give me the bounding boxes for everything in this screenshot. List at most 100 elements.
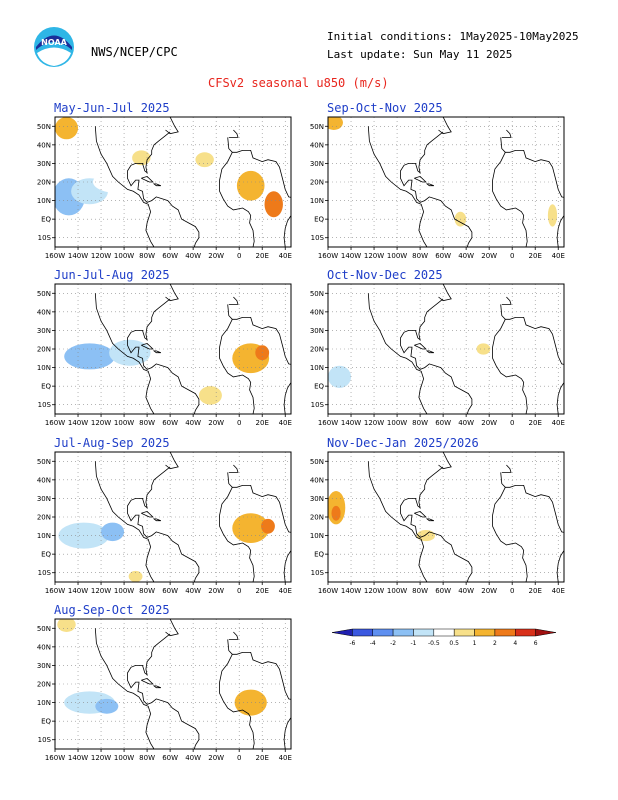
- panel-title-2: Jun-Jul-Aug 2025: [54, 268, 170, 282]
- noaa-logo-icon: NOAA: [34, 27, 74, 67]
- y-tick-label: 10S: [38, 736, 52, 744]
- colorbar-swatch: [494, 628, 516, 637]
- y-tick-label: 20N: [310, 179, 324, 187]
- x-tick-label: 40E: [552, 252, 565, 260]
- map-panel-4: 160W 140W 120W 100W 80W 60W 40W 20W 0 20E 40E 50N 40…: [37, 451, 292, 595]
- anomaly-area: [234, 689, 267, 716]
- y-tick-label: EQ: [314, 216, 324, 224]
- colorbar-label: 1: [473, 640, 477, 647]
- y-tick-label: 10S: [311, 569, 325, 577]
- x-tick-label: 0: [237, 419, 241, 427]
- anomaly-area: [147, 354, 171, 374]
- colorbar-label: -1: [410, 640, 416, 647]
- anomaly-area: [101, 522, 125, 542]
- x-tick-label: 0: [510, 587, 514, 595]
- anomaly-area: [261, 518, 275, 534]
- panel-title-1: Sep-Oct-Nov 2025: [327, 101, 443, 115]
- y-tick-label: 10N: [37, 699, 51, 707]
- x-tick-label: 80W: [139, 587, 155, 595]
- coastline: [438, 452, 452, 470]
- panel-title-4: Jul-Aug-Sep 2025: [54, 436, 170, 450]
- coastline: [414, 342, 427, 350]
- x-tick-label: 160W: [45, 252, 65, 260]
- coastline: [219, 319, 255, 414]
- x-tick-label: 100W: [387, 419, 407, 427]
- panel-title-6: Aug-Sep-Oct 2025: [54, 603, 170, 617]
- x-tick-label: 140W: [68, 419, 88, 427]
- coastline: [501, 129, 512, 138]
- x-tick-label: 160W: [318, 252, 338, 260]
- x-tick-label: 160W: [45, 754, 65, 762]
- x-tick-label: 40W: [458, 419, 474, 427]
- x-tick-label: 100W: [114, 419, 134, 427]
- y-tick-label: 40N: [310, 141, 324, 149]
- x-tick-label: 140W: [341, 419, 361, 427]
- anomaly-area: [195, 152, 214, 168]
- x-tick-label: 120W: [91, 587, 111, 595]
- x-tick-label: 20E: [529, 419, 542, 427]
- colorbar-label: 4: [513, 640, 517, 647]
- coastline: [400, 131, 473, 247]
- anomaly-area: [332, 539, 347, 569]
- anomaly-area: [64, 343, 115, 370]
- y-tick-label: 50N: [310, 290, 324, 298]
- x-tick-label: 20E: [256, 587, 269, 595]
- x-tick-label: 20W: [208, 419, 224, 427]
- map-panel-0: 160W 140W 120W 100W 80W 60W 40W 20W 0 20E 40E 50N 40…: [37, 116, 292, 260]
- coastline: [219, 654, 255, 749]
- logo-text: NOAA: [41, 38, 67, 47]
- colorbar-swatch: [515, 628, 536, 637]
- x-tick-label: 40E: [279, 754, 292, 762]
- colorbar-swatch: [392, 628, 414, 637]
- coastline: [94, 628, 155, 749]
- y-tick-label: 40N: [310, 308, 324, 316]
- x-tick-label: 40W: [185, 754, 201, 762]
- x-tick-label: 80W: [412, 587, 428, 595]
- x-tick-label: 120W: [91, 419, 111, 427]
- coastline: [367, 126, 428, 247]
- x-tick-label: 140W: [341, 587, 361, 595]
- anomaly-area: [109, 339, 151, 366]
- colorbar-label: -2: [390, 640, 396, 647]
- panel-title-3: Oct-Nov-Dec 2025: [327, 268, 443, 282]
- x-tick-label: 100W: [114, 754, 134, 762]
- x-tick-label: 80W: [139, 419, 155, 427]
- y-tick-label: 10N: [310, 364, 324, 372]
- y-tick-label: 40N: [37, 476, 51, 484]
- coastline: [492, 487, 528, 582]
- page-title: CFSv2 seasonal u850 (m/s): [208, 76, 389, 90]
- y-tick-label: EQ: [41, 551, 51, 559]
- coastline: [228, 631, 239, 640]
- x-tick-label: 20W: [208, 754, 224, 762]
- x-tick-label: 120W: [364, 587, 384, 595]
- x-tick-label: 40W: [458, 587, 474, 595]
- anomaly-area: [55, 117, 79, 140]
- y-tick-label: 10N: [37, 197, 51, 205]
- coastline: [94, 293, 155, 414]
- x-tick-label: 0: [510, 252, 514, 260]
- panel-title-5: Nov-Dec-Jan 2025/2026: [327, 436, 479, 450]
- x-tick-label: 60W: [435, 419, 451, 427]
- coastline: [500, 304, 564, 414]
- y-tick-label: 10S: [311, 401, 325, 409]
- coastline: [94, 126, 155, 247]
- x-tick-label: 60W: [162, 252, 178, 260]
- coastline: [165, 117, 179, 135]
- anomaly-area: [264, 191, 283, 218]
- x-tick-label: 0: [237, 754, 241, 762]
- coastline: [152, 685, 162, 689]
- x-tick-label: 60W: [162, 419, 178, 427]
- colorbar-swatch: [331, 628, 353, 637]
- x-tick-label: 140W: [68, 587, 88, 595]
- colorbar-label: 6: [534, 640, 538, 647]
- y-tick-label: EQ: [314, 551, 324, 559]
- x-tick-label: 100W: [114, 587, 134, 595]
- y-tick-label: 50N: [37, 123, 51, 131]
- last-update: Last update: Sun May 11 2025: [327, 48, 513, 61]
- x-tick-label: 100W: [387, 587, 407, 595]
- y-tick-label: 10N: [37, 364, 51, 372]
- coastline: [438, 117, 452, 135]
- y-tick-label: 30N: [310, 160, 324, 168]
- panel-title-0: May-Jun-Jul 2025: [54, 101, 170, 115]
- y-tick-label: 50N: [310, 458, 324, 466]
